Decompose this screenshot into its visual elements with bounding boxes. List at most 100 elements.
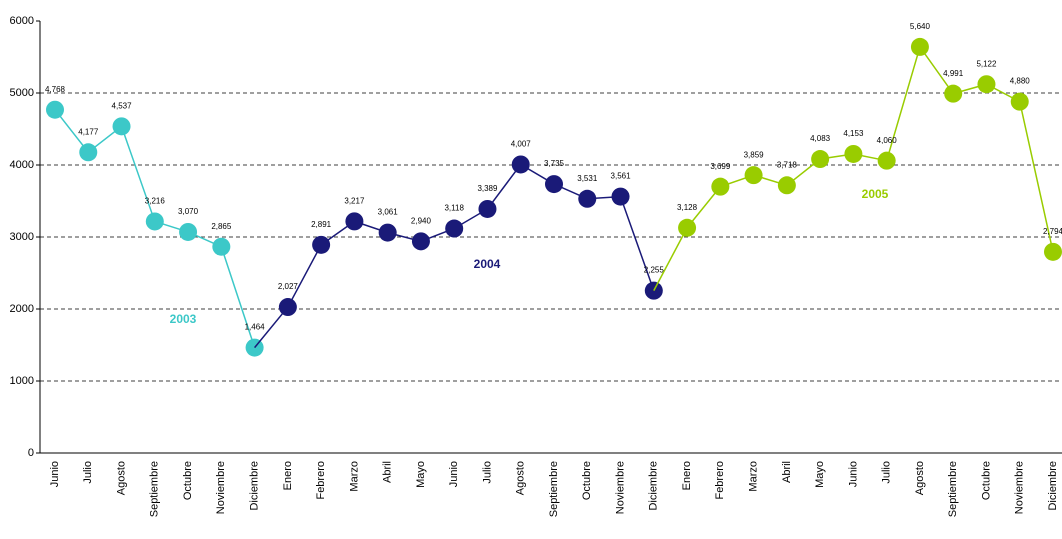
point	[79, 143, 98, 162]
point	[977, 75, 996, 94]
y-tick-label: 3000	[10, 231, 34, 243]
point	[844, 144, 863, 163]
point	[811, 150, 830, 169]
point	[378, 223, 397, 242]
value-label: 2,940	[411, 216, 432, 225]
point	[411, 232, 430, 251]
x-tick-label: Diciembre	[648, 461, 660, 511]
value-label: 1,464	[245, 323, 266, 332]
value-label: 3,735	[544, 159, 565, 168]
point	[578, 189, 597, 208]
x-tick-label: Octubre	[980, 461, 992, 500]
value-label: 2,865	[211, 222, 232, 231]
value-label: 3,561	[611, 172, 632, 181]
point	[1010, 92, 1029, 111]
point	[711, 177, 730, 196]
point	[145, 212, 164, 231]
value-label: 2,255	[644, 266, 665, 275]
x-tick-label: Enero	[282, 461, 294, 490]
value-label: 3,118	[444, 204, 464, 213]
x-tick-label: Agosto	[115, 461, 127, 495]
point	[112, 117, 131, 136]
point	[278, 298, 297, 317]
x-tick-label: Enero	[681, 461, 693, 490]
point	[944, 84, 963, 103]
value-label: 5,640	[910, 22, 931, 31]
value-label: 3,389	[477, 184, 498, 193]
value-label: 4,768	[45, 85, 66, 94]
x-tick-label: Mayo	[814, 461, 826, 488]
series-line	[686, 45, 1054, 252]
value-label: 4,537	[112, 101, 133, 110]
point	[345, 212, 364, 231]
x-tick-label: Julio	[82, 461, 94, 484]
x-tick-label: Julio	[481, 461, 493, 484]
point	[445, 219, 464, 238]
value-label: 4,153	[843, 129, 864, 138]
x-tick-label: Mayo	[415, 461, 427, 488]
x-tick-label: Marzo	[748, 461, 760, 492]
value-label: 2,027	[278, 282, 299, 291]
value-label: 3,061	[378, 208, 399, 217]
value-label: 3,531	[577, 174, 598, 183]
value-label: 2,891	[311, 220, 332, 229]
x-tick-label: Diciembre	[1047, 461, 1059, 511]
x-tick-label: Diciembre	[249, 461, 261, 511]
x-tick-label: Junio	[49, 461, 61, 487]
x-tick-label: Junio	[448, 461, 460, 487]
x-tick-label: Junio	[847, 461, 859, 487]
x-tick-label: Abril	[781, 461, 793, 483]
point	[212, 237, 231, 256]
series-label: 2003	[170, 312, 197, 326]
point	[678, 218, 697, 237]
value-label: 2,794	[1043, 227, 1062, 236]
point	[744, 166, 763, 185]
value-label: 3,216	[145, 197, 166, 206]
x-tick-label: Julio	[881, 461, 893, 484]
value-label: 4,060	[877, 136, 898, 145]
value-label: 3,070	[178, 207, 199, 216]
x-tick-label: Septiembre	[947, 461, 959, 517]
point	[877, 151, 896, 170]
point	[478, 199, 497, 218]
y-tick-label: 4000	[10, 159, 34, 171]
point	[179, 222, 198, 241]
x-tick-label: Noviembre	[1014, 461, 1026, 514]
value-label: 4,880	[1010, 77, 1031, 86]
value-label: 4,991	[943, 69, 964, 78]
point	[611, 187, 630, 206]
value-label: 4,007	[511, 140, 532, 149]
value-label: 3,128	[677, 203, 698, 212]
value-label: 3,718	[777, 160, 798, 169]
x-tick-label: Agosto	[515, 461, 527, 495]
x-tick-label: Noviembre	[215, 461, 227, 514]
value-label: 5,122	[976, 59, 997, 68]
y-tick-label: 6000	[10, 15, 34, 27]
value-label: 4,177	[78, 127, 99, 136]
point	[545, 175, 563, 194]
y-tick-label: 5000	[10, 87, 34, 99]
value-label: 3,217	[344, 196, 365, 205]
x-tick-label: Octubre	[581, 461, 593, 500]
value-label: 4,083	[810, 134, 831, 143]
value-label: 3,859	[744, 150, 765, 159]
x-tick-label: Septiembre	[149, 461, 161, 517]
x-tick-label: Febrero	[714, 461, 726, 500]
y-tick-label: 0	[28, 447, 34, 459]
connector	[653, 227, 688, 291]
x-tick-label: Marzo	[348, 461, 360, 492]
point	[1044, 242, 1062, 261]
y-tick-label: 2000	[10, 303, 34, 315]
point	[777, 176, 796, 195]
series-label: 2005	[862, 187, 889, 201]
x-tick-label: Noviembre	[614, 461, 626, 514]
point	[46, 100, 64, 119]
value-label: 3,699	[710, 162, 731, 171]
x-tick-label: Febrero	[315, 461, 327, 500]
x-tick-label: Septiembre	[548, 461, 560, 517]
point	[312, 235, 331, 254]
x-tick-label: Abril	[382, 461, 394, 483]
series-label: 2004	[474, 257, 501, 271]
y-tick-label: 1000	[10, 375, 34, 387]
